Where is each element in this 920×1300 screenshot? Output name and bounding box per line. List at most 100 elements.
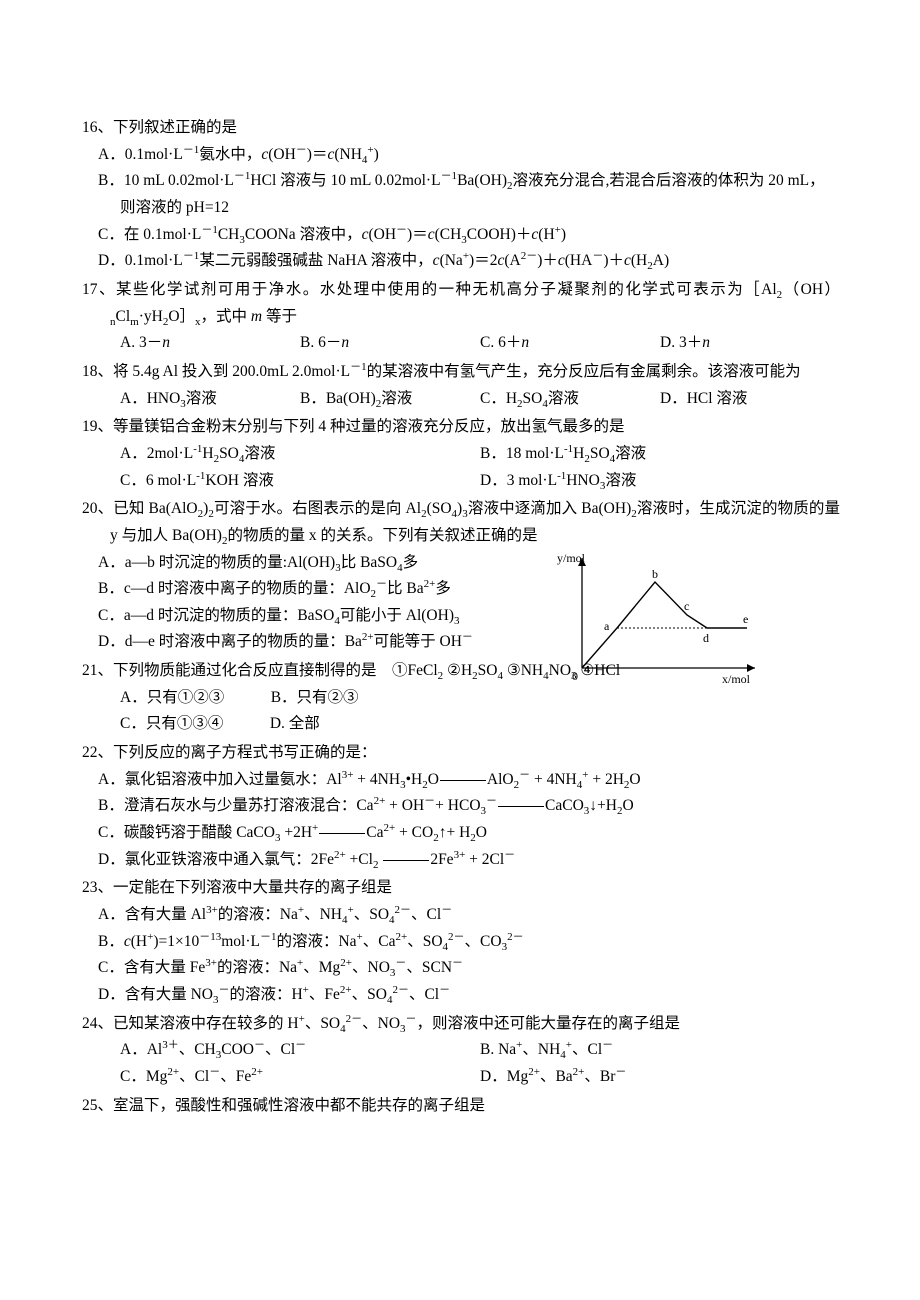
t: 、Cl (572, 1041, 602, 1058)
arrow-icon (383, 860, 429, 861)
q22-opt-a: A．氯化铝溶液中加入过量氨水：Al3+ + 4NH3•H2OAlO2－ + 4N… (82, 767, 840, 794)
t: 、SO (305, 1015, 340, 1032)
t: 3 (454, 615, 460, 627)
q18-opt-d: D．HCl 溶液 (660, 386, 840, 413)
t: H (202, 445, 213, 462)
t: 可溶于水。右图表示的是向 Al (214, 500, 421, 517)
page: 16、下列叙述正确的是 A．0.1mol·L－1氨水中，c(OH－)＝c(NH4… (0, 0, 920, 1300)
t: 已知 Ba(AlO (113, 500, 197, 517)
t: 下列物质能通过化合反应直接制得的是 ①FeCl (113, 662, 438, 679)
q20-stem: 20、已知 Ba(AlO2)2可溶于水。右图表示的是向 Al2(SO4)3溶液中… (82, 496, 840, 549)
q20-num: 20、 (82, 500, 113, 517)
q21-num: 21、 (82, 662, 113, 679)
q19-row2: C．6 mol·L-1KOH 溶液 D．3 mol·L-1HNO3溶液 (82, 468, 840, 495)
t: －1 (201, 223, 218, 235)
t: ↓+H (589, 797, 617, 814)
t: － (424, 795, 435, 807)
t: A．含有大量 Al (98, 906, 206, 923)
t: 溶液 (615, 445, 646, 462)
q21-opt-a: A．只有①②③ (120, 689, 224, 706)
t: )＝ (407, 226, 428, 243)
t: O］ (168, 308, 195, 325)
t: 、SO (407, 933, 442, 950)
q19-opt-a: A．2mol·L-1H2SO4溶液 (120, 441, 480, 468)
t: 比 Ba (387, 580, 424, 597)
t: 某些化学试剂可用于净水。水处理中使用的一种无机高分子凝聚剂的化学式可表示为［Al (116, 281, 777, 298)
t: -1 (196, 469, 205, 481)
t: HNO (566, 472, 600, 489)
t: +2H (280, 824, 312, 841)
t: -1 (193, 443, 202, 455)
t: 室温下，强酸性和强碱性溶液中都不能共存的离子组是 (113, 1097, 485, 1114)
t: ，式中 (201, 308, 251, 325)
t: )＝ (307, 146, 328, 163)
svg-text:b: b (652, 567, 658, 581)
t: D．HCl 溶液 (660, 390, 747, 407)
t: 的溶液：Na (276, 933, 356, 950)
q18-opt-a: A．HNO3溶液 (120, 386, 300, 413)
t: －1 (441, 170, 458, 182)
t: SO (523, 390, 543, 407)
t: -1 (557, 469, 566, 481)
t: 、Mg (303, 959, 340, 976)
t (378, 851, 382, 868)
q18-opt-b: B．Ba(OH)2溶液 (300, 386, 480, 413)
q24-opt-a: A．Al3＋、CH3COO－、Cl－ (120, 1037, 480, 1064)
t: 、Cl (411, 906, 441, 923)
t: D．3 mol·L (480, 472, 557, 489)
t: A．氯化铝溶液中加入过量氨水：Al (98, 771, 342, 788)
t: ②H (443, 662, 472, 679)
t: 等于 (262, 308, 297, 325)
t: n (702, 334, 710, 351)
t: +Cl (346, 851, 373, 868)
t: 的某溶液中有氢气产生，充分反应后有金属剩余。该溶液可能为 (367, 363, 801, 380)
t: 2+ (424, 578, 436, 590)
t: COOH)＋ (467, 226, 532, 243)
t: 2 (371, 588, 377, 600)
t: COONa 溶液中， (245, 226, 362, 243)
t: － (615, 1066, 626, 1078)
q17-num: 17、 (82, 281, 116, 298)
q20-body: y/mol x/mol a b c d e 0 A．a—b 时沉淀的物质的量:A… (82, 550, 840, 657)
q24-row2: C．Mg2+、Cl－、Fe2+ D．Mg2+、Ba2+、Br－ (82, 1064, 840, 1091)
t: ，则溶液中还可能大量存在的离子组是 (417, 1015, 681, 1032)
t: c (433, 252, 440, 269)
t: 3+ (205, 957, 217, 969)
t: － (376, 578, 387, 590)
t: －1 (183, 144, 200, 156)
q24-num: 24、 (82, 1015, 113, 1032)
t: m (130, 316, 139, 328)
t: c (124, 933, 131, 950)
t: ↑+ H (439, 824, 471, 841)
t: •H (406, 771, 423, 788)
t: － (254, 1039, 265, 1051)
t: － (452, 957, 463, 969)
t: －1 (183, 250, 200, 262)
t: C．a—d 时沉淀的物质的量：BaSO (98, 607, 334, 624)
t: 一定能在下列溶液中大量共存的离子组是 (113, 879, 392, 896)
t: O (629, 771, 640, 788)
t: (SO (427, 500, 452, 517)
t: － (519, 769, 530, 781)
svg-text:e: e (743, 612, 748, 626)
t: －1 (260, 931, 277, 943)
t: + CO (395, 824, 433, 841)
t: 将 5.4g Al 投入到 200.0mL 2.0mol·L (113, 363, 350, 380)
t: 的溶液：H (229, 986, 302, 1003)
t: 溶液 (605, 472, 636, 489)
t: 4 (389, 914, 395, 926)
t: － (602, 1039, 613, 1051)
t: （OH） (782, 281, 840, 298)
t: (CH (435, 226, 462, 243)
t: A) (653, 252, 669, 269)
t: 、NH (304, 906, 342, 923)
q16-stem-text: 下列叙述正确的是 (113, 119, 237, 136)
t: SO (590, 445, 610, 462)
q17-options: A. 3－n B. 6－n C. 6＋n D. 3＋n (82, 330, 840, 357)
t: -1 (564, 443, 573, 455)
t: )＋ (603, 252, 624, 269)
t: 、NO (362, 1015, 400, 1032)
t: D．0.1mol·L (98, 252, 183, 269)
t: 2－ (521, 250, 538, 262)
q17-opt-b: B. 6－n (300, 330, 480, 357)
